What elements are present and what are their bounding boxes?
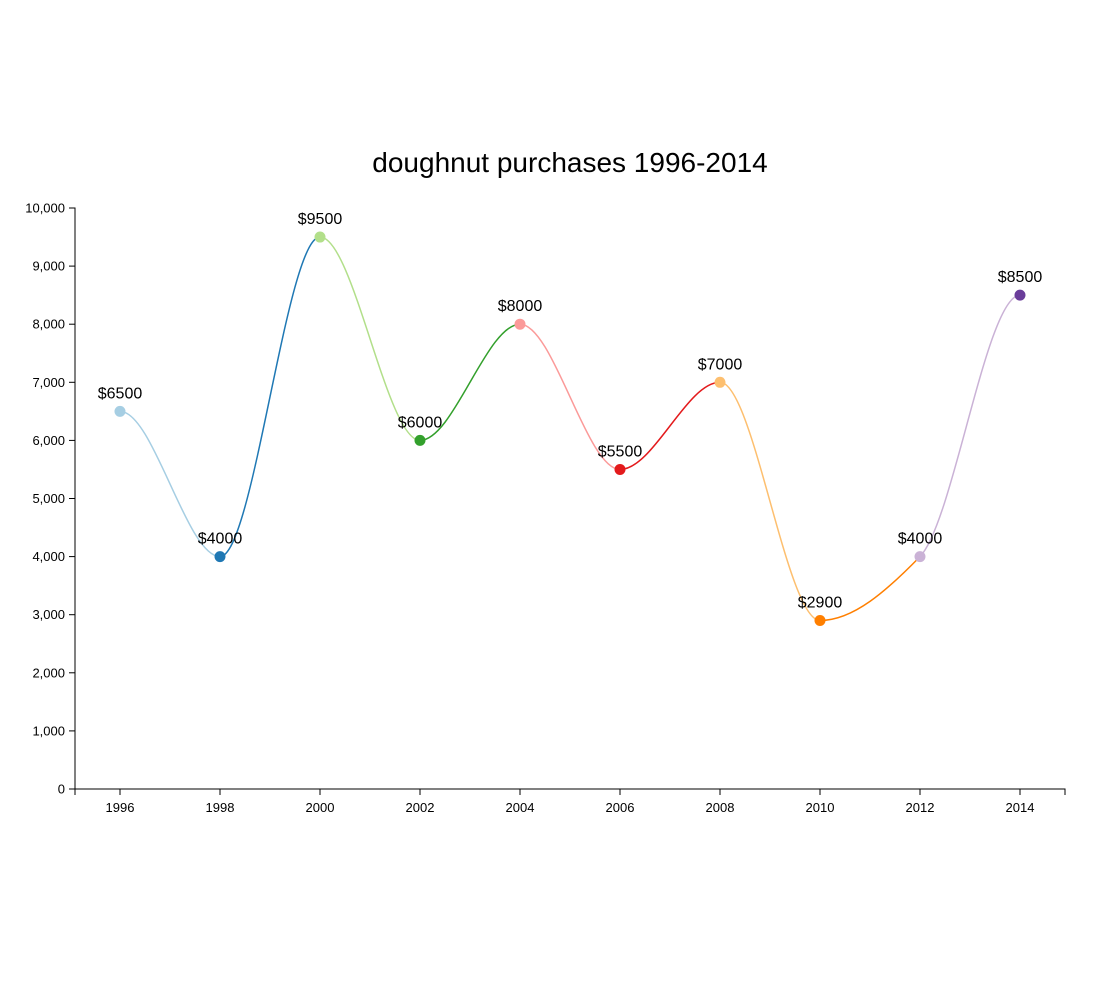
x-tick-label: 2000: [306, 800, 335, 815]
data-label: $2900: [798, 595, 843, 612]
data-point[interactable]: [1014, 289, 1026, 301]
x-axis: 1996 1998 2000 2002 2004 2006 2008 2010 2012 2014: [74, 788, 1066, 815]
data-points: [114, 231, 1026, 627]
y-tick-label: 8,000: [32, 317, 65, 332]
data-point[interactable]: [814, 615, 826, 627]
series-line-segment: [619, 381, 721, 471]
y-tick-label: 6,000: [32, 433, 65, 448]
series-line-segment: [319, 236, 421, 442]
y-tick-label: 10,000: [25, 201, 65, 216]
x-tick-label: 2006: [606, 800, 635, 815]
data-label: $8500: [998, 269, 1043, 286]
data-point[interactable]: [114, 405, 126, 417]
series-line-segment: [919, 294, 1021, 558]
data-label: $9500: [298, 211, 343, 228]
y-tick-label: 9,000: [32, 259, 65, 274]
y-axis: 0 1,000 2,000 3,000 4,000 5,000 6,000 7,000 8,00…: [25, 201, 76, 797]
series-lines: [119, 236, 1021, 622]
y-tick-label: 5,000: [32, 491, 65, 506]
x-tick-label: 2010: [806, 800, 835, 815]
data-label: $4000: [898, 531, 943, 548]
x-tick-label: 2002: [406, 800, 435, 815]
data-label: $6500: [98, 385, 143, 402]
data-point[interactable]: [914, 551, 926, 563]
data-point[interactable]: [314, 231, 326, 243]
data-label: $5500: [598, 443, 643, 460]
series-line-segment: [419, 323, 521, 442]
data-point[interactable]: [714, 376, 726, 388]
x-tick-label: 1998: [206, 800, 235, 815]
y-tick-label: 1,000: [32, 723, 65, 738]
y-tick-label: 4,000: [32, 549, 65, 564]
y-tick-label: 7,000: [32, 375, 65, 390]
x-tick-label: 2008: [706, 800, 735, 815]
data-point[interactable]: [514, 318, 526, 330]
y-tick-label: 3,000: [32, 607, 65, 622]
x-tick-label: 2014: [1006, 800, 1035, 815]
series-line-segment: [119, 410, 221, 558]
data-labels: $6500 $4000 $9500 $6000 $8000 $5500 $7000 $2900…: [98, 211, 1043, 611]
data-label: $6000: [398, 414, 443, 431]
data-label: $4000: [198, 531, 243, 548]
chart-title: doughnut purchases 1996-2014: [372, 147, 767, 178]
series-line-segment: [219, 236, 321, 558]
x-tick-label: 2012: [906, 800, 935, 815]
series-line-segment: [719, 381, 821, 622]
x-tick-label: 2004: [506, 800, 535, 815]
data-point[interactable]: [614, 463, 626, 475]
y-tick-label: 2,000: [32, 665, 65, 680]
series-line-segment: [519, 323, 621, 471]
data-label: $7000: [698, 356, 743, 373]
data-point[interactable]: [414, 434, 426, 446]
x-axis-line: [74, 788, 1066, 795]
x-tick-label: 1996: [106, 800, 135, 815]
series-line-segment: [819, 556, 921, 622]
data-label: $8000: [498, 298, 543, 315]
y-tick-label: 0: [58, 782, 65, 797]
data-point[interactable]: [214, 551, 226, 563]
